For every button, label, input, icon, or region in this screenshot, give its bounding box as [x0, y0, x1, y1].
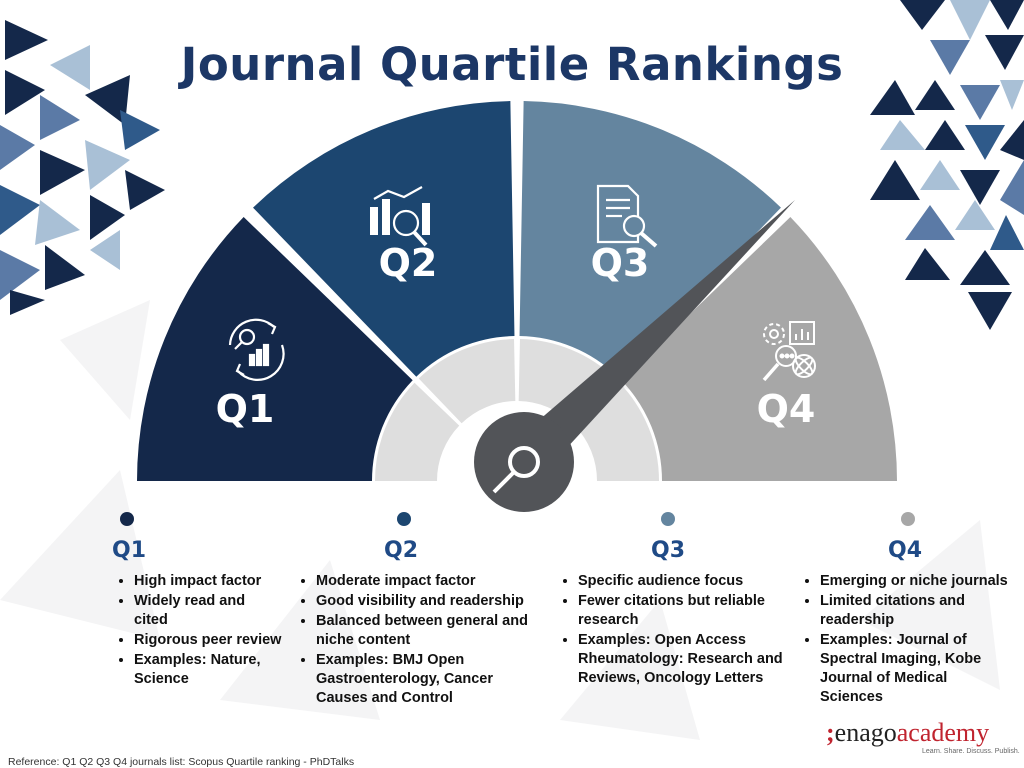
quartile-column-q1: Q1 High impact factor Widely read and ci… — [112, 512, 282, 689]
logo-mark: ; — [826, 718, 835, 747]
enago-academy-logo: ;enagoacademy Learn. Share. Discuss. Pub… — [826, 718, 1020, 768]
list-item: Limited citations and readership — [820, 591, 1013, 630]
list-item: Balanced between general and niche conte… — [316, 611, 539, 650]
gauge-segment-q1 — [137, 217, 413, 481]
logo-suffix: academy — [896, 718, 990, 747]
q2-heading: Q2 — [384, 538, 419, 563]
list-item: Moderate impact factor — [316, 571, 539, 591]
list-item: Emerging or niche journals — [820, 571, 1013, 591]
q4-dot — [901, 512, 915, 526]
gauge-label-q4: Q4 — [757, 387, 816, 431]
needle-hub-handle — [492, 470, 516, 494]
gears-chart-atom-icon — [762, 321, 816, 382]
gauge-needle — [474, 200, 795, 512]
document-search-icon — [596, 184, 658, 248]
gauge-label-q2: Q2 — [379, 241, 438, 285]
q4-bullets: Emerging or niche journals Limited citat… — [798, 571, 1013, 707]
q3-bullets: Specific audience focus Fewer citations … — [556, 571, 791, 688]
gauge-label-q1: Q1 — [216, 387, 275, 431]
quartile-column-q2: Q2 Moderate impact factor Good visibilit… — [294, 512, 539, 708]
gauge-label-q3: Q3 — [591, 241, 650, 285]
list-item: Examples: Open Access Rheumatology: Rese… — [578, 630, 791, 688]
q1-bullets: High impact factor Widely read and cited… — [112, 571, 282, 689]
q3-dot — [661, 512, 675, 526]
gauge-segment-q4 — [621, 217, 897, 481]
gauge-icons — [228, 184, 816, 382]
list-item: Examples: Nature, Science — [134, 650, 282, 689]
list-item: Widely read and cited — [134, 591, 282, 630]
needle-pointer — [508, 200, 795, 478]
inner-ring-segment — [375, 382, 460, 481]
reference-note: Reference: Q1 Q2 Q3 Q4 journals list: Sc… — [8, 756, 355, 768]
gauge-segment-q2 — [253, 101, 515, 377]
logo-name: enago — [834, 718, 897, 747]
list-item: Examples: Journal of Spectral Imaging, K… — [820, 630, 1013, 707]
list-item: Specific audience focus — [578, 571, 791, 591]
needle-hub-ring — [508, 446, 540, 478]
q2-bullets: Moderate impact factor Good visibility a… — [294, 571, 539, 708]
list-item: High impact factor — [134, 571, 282, 591]
quartile-column-q4: Q4 Emerging or niche journals Limited ci… — [798, 512, 1013, 707]
q4-heading: Q4 — [888, 538, 923, 563]
decorative-triangles-right — [870, 0, 1024, 330]
needle-hub — [474, 412, 574, 512]
quartile-column-q3: Q3 Specific audience focus Fewer citatio… — [556, 512, 791, 688]
list-item: Fewer citations but reliable research — [578, 591, 791, 630]
logo-tagline: Learn. Share. Discuss. Publish. — [922, 748, 1020, 755]
bar-chart-magnifier-icon — [370, 186, 430, 247]
q2-dot — [397, 512, 411, 526]
list-item: Rigorous peer review — [134, 630, 282, 650]
q1-dot — [120, 512, 134, 526]
list-item: Examples: BMJ Open Gastroenterology, Can… — [316, 650, 539, 708]
decorative-triangles-left — [0, 20, 165, 315]
magnifier-bar-chart-cycle-icon — [228, 318, 285, 381]
inner-ring-segment — [418, 339, 516, 424]
page-title: Journal Quartile Rankings — [180, 38, 844, 91]
list-item: Good visibility and readership — [316, 591, 539, 611]
q1-heading: Q1 — [112, 538, 147, 563]
q3-heading: Q3 — [651, 538, 686, 563]
